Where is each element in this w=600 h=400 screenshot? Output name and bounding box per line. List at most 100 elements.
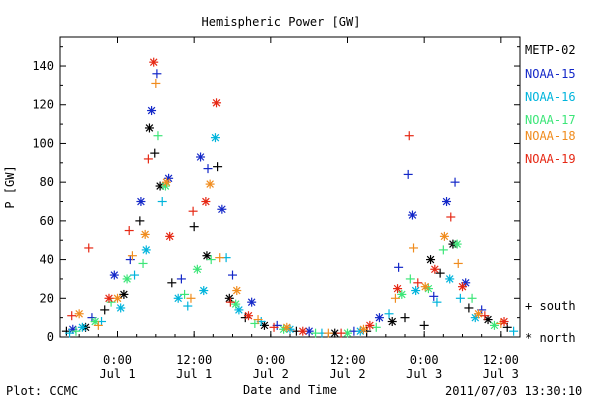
data-point-north: [224, 293, 234, 303]
data-point-south: [106, 297, 116, 307]
data-point-south: [464, 303, 474, 313]
data-point-south: [405, 274, 415, 284]
data-point-north: [426, 255, 436, 265]
data-points: [61, 57, 519, 338]
x-axis-label: Date and Time: [243, 383, 337, 397]
y-axis: 0 20 40 60 80 100 120 140: [32, 46, 520, 344]
x-tick-label-time: 0:00: [256, 353, 285, 367]
data-point-south: [213, 162, 223, 172]
data-point-north: [397, 289, 407, 299]
data-point-north: [196, 152, 206, 162]
data-point-south: [84, 243, 94, 253]
legend-entry-noaa-16: NOAA-16: [525, 90, 576, 104]
data-point-north: [199, 286, 209, 296]
y-tick-label: 140: [32, 59, 54, 73]
y-tick-label: 0: [47, 330, 54, 344]
data-point-south: [323, 328, 333, 338]
legend-entry-noaa-17: NOAA-17: [525, 113, 576, 127]
y-tick-label: 60: [40, 214, 54, 228]
data-point-north: [298, 326, 308, 336]
data-point-south: [311, 328, 321, 338]
data-point-north: [122, 274, 132, 284]
marker-key-north-label: north: [539, 331, 576, 345]
data-point-south: [435, 268, 445, 278]
data-point-south: [336, 328, 346, 338]
data-point-south: [152, 69, 162, 79]
data-point-north: [483, 315, 493, 325]
data-point-south: [157, 197, 167, 207]
data-point-north: [113, 293, 122, 303]
data-point-south: [203, 164, 213, 174]
x-tick-label-time: 12:00: [483, 353, 519, 367]
data-point-south: [453, 258, 463, 268]
data-point-north: [147, 106, 157, 116]
data-point-north: [161, 177, 171, 187]
data-point-north: [232, 286, 242, 296]
data-point-north: [144, 123, 154, 133]
data-point-north: [452, 239, 462, 249]
data-point-south: [153, 131, 163, 141]
data-point-south: [455, 293, 465, 303]
data-point-south: [188, 206, 198, 216]
data-point-north: [104, 293, 114, 303]
data-point-north: [205, 179, 215, 189]
data-point-south: [450, 177, 460, 187]
x-tick-label-date: Jul 1: [176, 367, 212, 381]
data-point-north: [74, 309, 84, 319]
data-point-south: [189, 222, 199, 232]
data-point-south: [400, 313, 410, 323]
data-point-south: [419, 320, 429, 330]
data-point-north: [439, 231, 449, 241]
data-point-north: [499, 317, 509, 327]
data-point-south: [390, 293, 400, 303]
data-point-south: [413, 278, 423, 288]
data-point-south: [167, 278, 177, 288]
x-tick-label-time: 0:00: [410, 353, 439, 367]
data-point-south: [438, 245, 448, 255]
data-point-south: [67, 311, 77, 321]
legend-entry-noaa-15: NOAA-15: [525, 67, 576, 81]
data-point-south: [125, 255, 135, 265]
data-point-north: [243, 311, 253, 321]
data-point-north: [116, 303, 126, 313]
data-point-south: [138, 258, 148, 268]
data-point-north: [458, 282, 467, 292]
data-point-north: [192, 264, 202, 274]
data-point-north: [387, 317, 397, 327]
data-point-south: [432, 297, 442, 307]
plot-frame: [59, 36, 521, 338]
data-point-north: [212, 98, 222, 108]
marker-key-south: + south: [525, 299, 576, 313]
data-point-south: [215, 253, 225, 263]
marker-key-south-label: south: [539, 299, 576, 313]
marker-key-north-symbol: *: [525, 331, 533, 345]
data-point-north: [77, 322, 87, 332]
data-point-north: [201, 197, 211, 207]
y-tick-label: 120: [32, 98, 54, 112]
data-point-north: [411, 286, 421, 296]
data-point-south: [135, 216, 145, 226]
data-point-north: [217, 204, 227, 214]
data-point-north: [231, 299, 241, 309]
data-point-south: [71, 326, 81, 336]
data-point-south: [143, 154, 153, 164]
x-tick-label-time: 0:00: [103, 353, 132, 367]
data-point-south: [186, 293, 196, 303]
data-point-north: [136, 197, 146, 207]
plot-credit: Plot: CCMC: [6, 384, 79, 398]
data-point-south: [151, 78, 161, 88]
plot-timestamp: 2011/07/03 13:30:10: [445, 384, 583, 398]
data-point-north: [141, 245, 151, 255]
data-point-north: [140, 229, 150, 239]
data-point-north: [445, 274, 455, 284]
data-point-north: [90, 317, 100, 327]
x-tick-label-date: Jul 2: [253, 367, 289, 381]
data-point-south: [269, 322, 279, 332]
data-point-south: [253, 315, 263, 325]
data-point-south: [206, 255, 216, 265]
data-point-south: [130, 270, 140, 280]
data-point-south: [124, 226, 134, 236]
data-point-north: [442, 197, 452, 207]
legend-entry-noaa-19: NOAA-19: [525, 152, 576, 166]
data-point-south: [403, 169, 413, 179]
